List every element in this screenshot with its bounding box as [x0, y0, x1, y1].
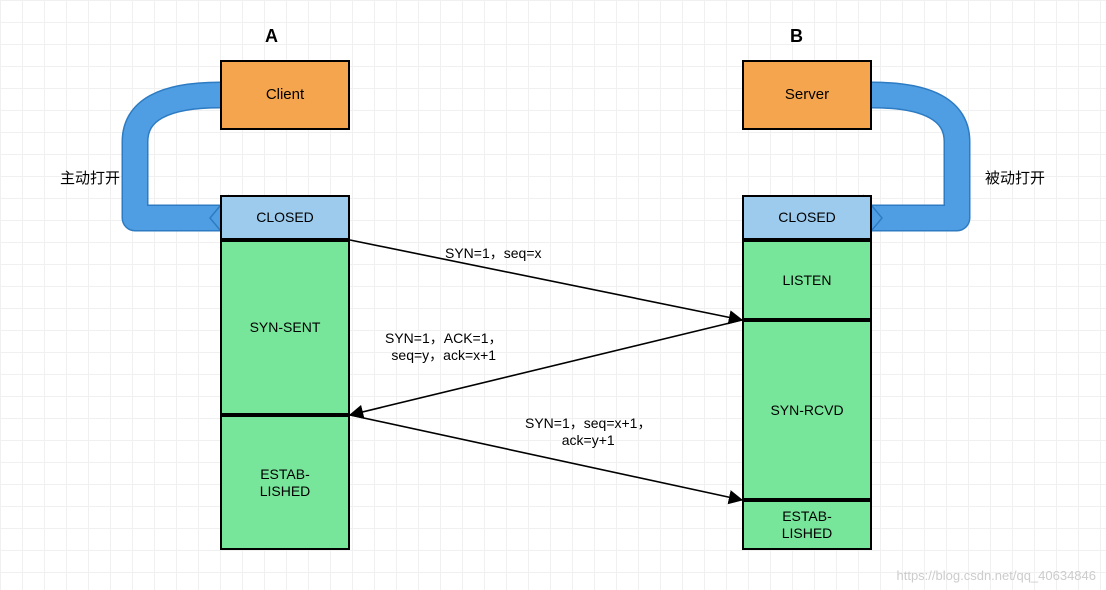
- state-closed_r: CLOSED: [742, 195, 872, 240]
- msg3-label: SYN=1，seq=x+1， ack=y+1: [525, 415, 651, 449]
- state-syn_sent: SYN-SENT: [220, 240, 350, 415]
- msg1-label: SYN=1，seq=x: [445, 245, 542, 262]
- state-closed_l: CLOSED: [220, 195, 350, 240]
- message-arrows-layer: [0, 0, 1106, 590]
- state-estab_l-label: ESTAB- LISHED: [260, 466, 311, 500]
- state-listen: LISTEN: [742, 240, 872, 320]
- state-syn_rcvd-label: SYN-RCVD: [770, 402, 843, 419]
- state-closed_r-label: CLOSED: [778, 209, 836, 226]
- state-closed_l-label: CLOSED: [256, 209, 314, 226]
- msg1-arrow: [350, 240, 742, 320]
- state-estab_r: ESTAB- LISHED: [742, 500, 872, 550]
- state-estab_r-label: ESTAB- LISHED: [782, 508, 833, 542]
- state-syn_rcvd: SYN-RCVD: [742, 320, 872, 500]
- state-syn_sent-label: SYN-SENT: [250, 319, 321, 336]
- state-estab_l: ESTAB- LISHED: [220, 415, 350, 550]
- msg2-label: SYN=1，ACK=1， seq=y，ack=x+1: [385, 330, 503, 364]
- state-listen-label: LISTEN: [782, 272, 831, 289]
